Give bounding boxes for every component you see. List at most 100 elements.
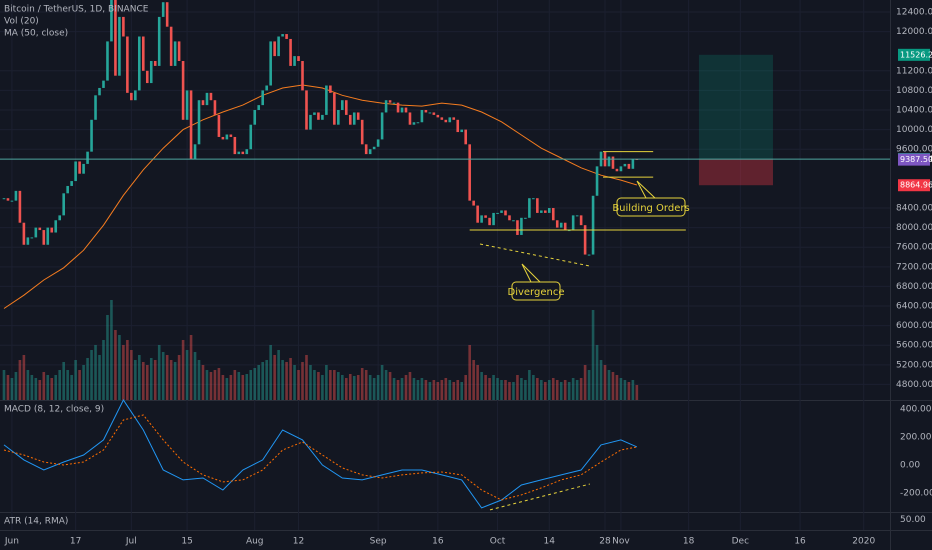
- volume-bar: [547, 380, 551, 400]
- volume-bar: [520, 378, 523, 400]
- volume-bar: [277, 350, 280, 400]
- volume-bar: [161, 352, 165, 400]
- candle: [352, 112, 356, 125]
- volume-bar: [448, 380, 452, 400]
- candle: [575, 215, 579, 217]
- x-tick-label: Aug: [246, 537, 264, 547]
- volume-bar: [396, 380, 400, 400]
- candle: [412, 122, 416, 125]
- candle: [388, 100, 392, 103]
- candle: [536, 198, 539, 213]
- candle: [130, 92, 133, 101]
- volume-bar: [193, 352, 197, 400]
- candle: [277, 36, 280, 57]
- volume-bar: [241, 375, 245, 400]
- candle: [579, 215, 583, 226]
- candle: [631, 159, 635, 169]
- volume-bar: [368, 375, 372, 400]
- candle: [372, 146, 376, 150]
- volume-bar: [221, 375, 225, 400]
- candle: [42, 230, 46, 245]
- candle: [424, 110, 428, 113]
- candle: [201, 100, 205, 106]
- volume-bar: [400, 378, 404, 400]
- candle: [98, 87, 101, 96]
- candle: [484, 215, 487, 218]
- candle: [627, 163, 631, 169]
- volume-bar: [540, 380, 543, 400]
- candle: [153, 61, 157, 66]
- volume-bar: [392, 378, 396, 400]
- candle: [165, 2, 169, 27]
- candle: [368, 149, 372, 155]
- volume-bar: [58, 370, 62, 400]
- volume-bar: [344, 378, 348, 400]
- candle: [623, 163, 627, 167]
- volume-bar: [468, 345, 471, 400]
- volume-bar: [233, 370, 237, 400]
- candle: [619, 166, 623, 172]
- y-tick-label: 11200.00: [896, 66, 932, 76]
- volume-bar: [169, 360, 173, 400]
- candle: [428, 112, 432, 114]
- volume-bar: [181, 340, 185, 400]
- volume-bar: [579, 378, 583, 400]
- candle: [456, 119, 460, 133]
- candle: [122, 16, 125, 37]
- volume-bar: [237, 372, 241, 400]
- volume-bar: [46, 375, 50, 400]
- candle: [408, 112, 412, 125]
- candle: [225, 134, 229, 140]
- volume-bar: [516, 375, 519, 400]
- volume-legend: Vol (20): [4, 17, 39, 27]
- candle: [126, 36, 129, 93]
- volume-bar: [504, 380, 507, 400]
- volume-bar: [6, 375, 10, 400]
- candle: [10, 200, 14, 202]
- candle: [253, 110, 257, 125]
- volume-bar: [10, 378, 14, 400]
- y-tick-label: 8000.00: [896, 223, 932, 233]
- y-tick-label: 4800.00: [896, 380, 932, 390]
- volume-bar: [356, 375, 360, 400]
- candle: [595, 166, 599, 196]
- volume-bar: [388, 372, 392, 400]
- volume-bar: [488, 378, 491, 400]
- volume-bar: [106, 315, 109, 400]
- candle: [321, 114, 324, 120]
- volume-bar: [456, 380, 460, 400]
- volume-bar: [559, 382, 563, 400]
- x-tick-label: 16: [794, 537, 806, 547]
- y-tick-label: 400.00: [900, 404, 932, 414]
- x-tick-label: 15: [181, 537, 192, 547]
- volume-bar: [440, 380, 444, 400]
- candle: [141, 36, 145, 71]
- candle: [157, 16, 161, 66]
- volume-bar: [460, 382, 464, 400]
- volume-bar: [571, 378, 575, 400]
- candle: [114, 0, 117, 76]
- candle: [118, 16, 121, 76]
- candle: [547, 208, 551, 213]
- candle: [432, 112, 436, 115]
- volume-bar: [360, 368, 364, 400]
- volume-bar: [635, 385, 639, 400]
- volume-bar: [325, 365, 328, 400]
- x-tick-label: Nov: [612, 537, 630, 547]
- volume-bar: [583, 365, 587, 400]
- volume-bar: [567, 382, 571, 400]
- volume-bar: [424, 380, 428, 400]
- x-tick-label: 14: [544, 537, 556, 547]
- y-tick-label: 7200.00: [896, 262, 932, 272]
- volume-bar: [428, 382, 432, 400]
- volume-bar: [34, 378, 38, 400]
- volume-bar: [209, 372, 213, 400]
- candle: [285, 34, 288, 39]
- candle: [110, 0, 113, 42]
- price-label: 11526.27: [900, 50, 932, 59]
- volume-bar: [615, 375, 619, 400]
- moving-average-line: [3, 84, 638, 309]
- candle: [333, 92, 336, 125]
- volume-bar: [157, 345, 161, 400]
